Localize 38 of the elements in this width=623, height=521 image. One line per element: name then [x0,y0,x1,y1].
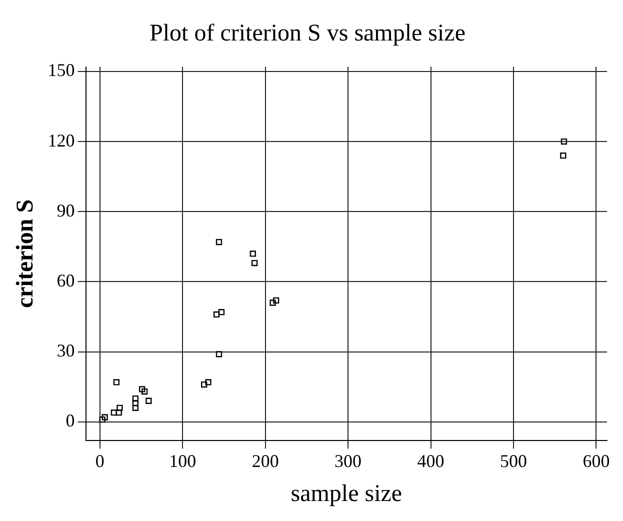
x-tick-label: 200 [252,451,279,472]
point [116,404,123,411]
point [201,381,208,388]
y-axis-title: criterion S [12,199,39,308]
x-tick-label: 300 [334,451,362,472]
point [250,250,256,257]
x-tick-label: 500 [500,451,528,472]
x-tick-label: 100 [169,451,196,472]
y-tick-label: 0 [66,410,75,431]
point [110,409,118,416]
point [132,395,139,402]
point [205,379,212,386]
point [560,138,568,145]
point [273,297,280,304]
point [146,398,152,404]
point [102,414,108,420]
point [132,404,139,411]
point [251,260,258,266]
x-axis-title: sample size [290,480,402,507]
y-tick-label: 90 [56,200,75,220]
x-tick-label: 600 [582,451,610,472]
point [270,300,276,306]
point [99,416,106,423]
x-tick-label: 400 [417,451,444,472]
point [218,309,225,316]
y-tick-label: 120 [48,130,75,150]
point [216,351,222,358]
y-tick-label: 150 [48,60,75,80]
point [141,388,148,395]
point [216,238,222,246]
point [560,152,566,159]
point [138,386,146,392]
point [113,379,120,386]
x-tick-label: 0 [95,451,104,472]
chart-title: Plot of criterion S vs sample size [150,20,466,47]
y-tick-label: 30 [56,340,75,361]
y-tick-label: 60 [56,270,75,290]
point [213,311,220,318]
